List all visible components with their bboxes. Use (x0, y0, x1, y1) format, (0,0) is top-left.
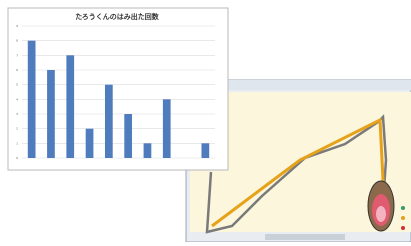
bar (86, 129, 94, 158)
character (368, 181, 394, 231)
y-tick-label: 5 (16, 83, 18, 87)
chart-title: たろうくんのはみ出た回数 (75, 12, 160, 21)
bar (124, 114, 132, 158)
bar (66, 55, 74, 158)
bar (47, 70, 55, 158)
bar (28, 41, 36, 158)
y-tick-label: 8 (16, 39, 18, 43)
y-tick-label: 0 (16, 156, 18, 160)
indicator (401, 206, 405, 210)
y-tick-label: 4 (16, 97, 18, 101)
chart-window: たろうくんのはみ出た回数 0 1 2 3 4 5 6 7 8 9 (8, 8, 228, 170)
bar (201, 143, 209, 158)
y-tick-label: 3 (16, 112, 18, 116)
bar (144, 143, 152, 158)
y-tick-label: 7 (16, 53, 18, 57)
chart-frame (8, 8, 228, 170)
screen: たろうくんのはみ出た回数 0 1 2 3 4 5 6 7 8 9 (0, 0, 411, 242)
y-tick-label: 2 (16, 127, 18, 131)
indicator (401, 216, 405, 220)
y-tick-label: 9 (16, 24, 18, 28)
y-tick-label: 1 (16, 141, 18, 145)
bar (163, 99, 171, 158)
toolbar[interactable] (265, 234, 345, 240)
indicator (401, 226, 405, 230)
bar (105, 85, 113, 158)
y-tick-label: 6 (16, 68, 18, 72)
